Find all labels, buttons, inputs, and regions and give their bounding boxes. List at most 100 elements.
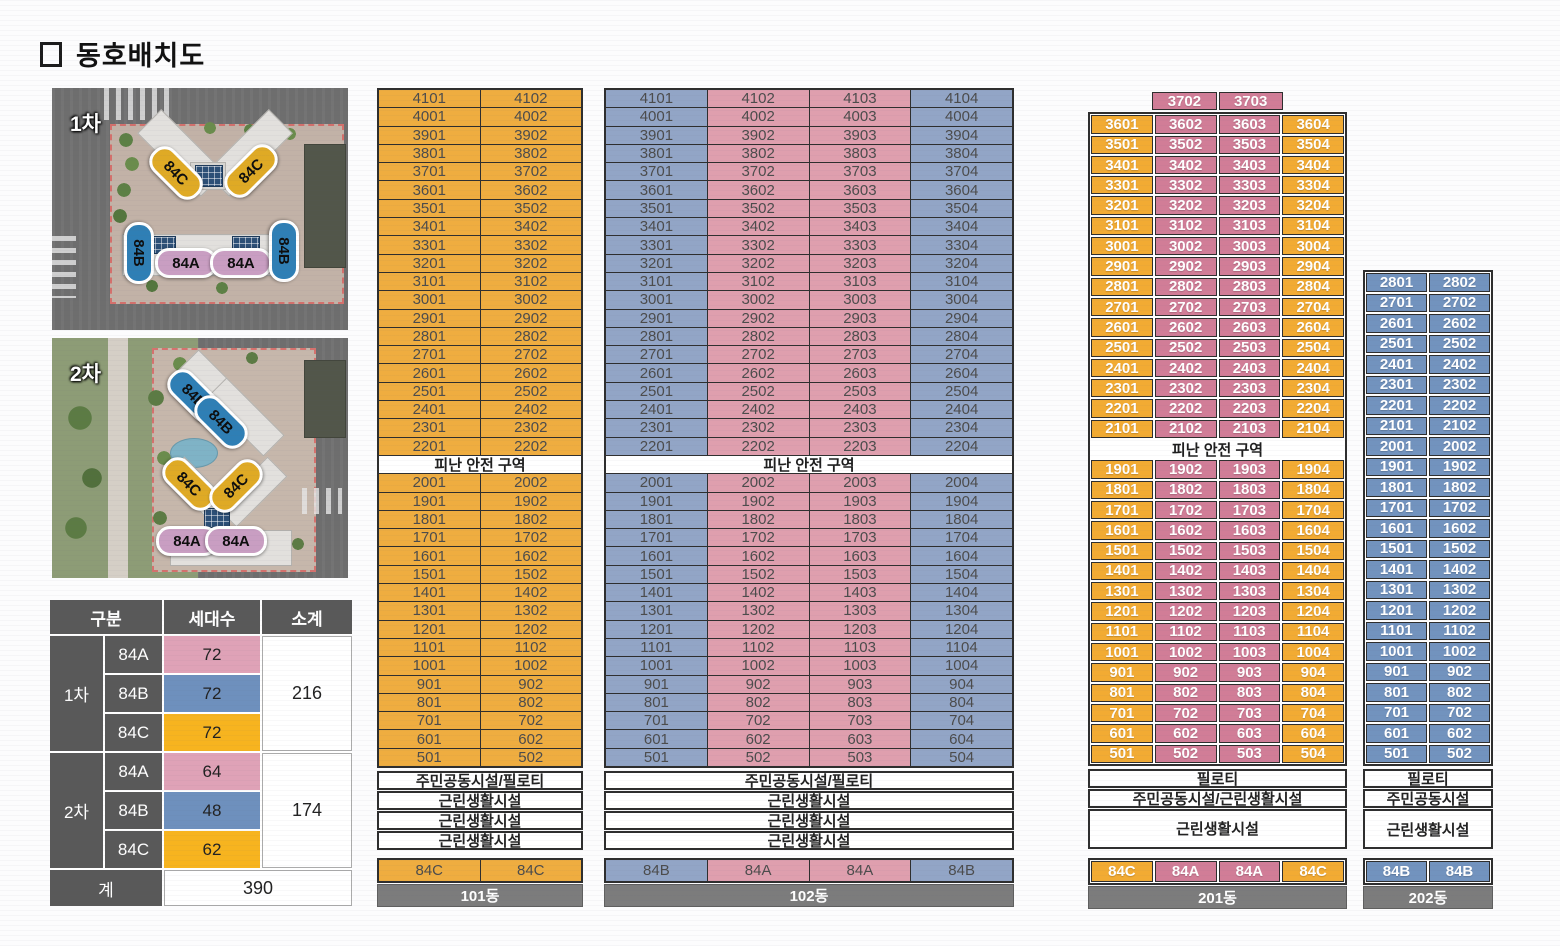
unit-cell: 1804 [911, 510, 1012, 529]
unit-cell: 1203 [809, 620, 911, 638]
unit-cell: 1801 [1091, 480, 1153, 499]
unit-cell: 1101 [1091, 622, 1153, 642]
unit-cell: 3101 [1091, 216, 1153, 236]
floor-row: 3001 3002 3003 3004 [1091, 237, 1344, 256]
unit-cell: 1001 [606, 657, 707, 675]
unit-cell: 803 [809, 693, 911, 712]
unit-cell: 1301 [1091, 582, 1153, 601]
unit-cell: 3104 [911, 272, 1012, 291]
floor-row: 2401 2402 2403 2404 [1091, 358, 1344, 378]
unit-cell: 2502 [1154, 338, 1217, 357]
floor-row: 801 802 803 804 [606, 693, 1012, 712]
unit-cell: 3004 [1282, 237, 1344, 256]
unit-cell: 2003 [809, 474, 911, 492]
unit-cell: 3603 [809, 181, 911, 199]
unit-cell: 1801 [379, 510, 480, 529]
floor-row: 3501 3502 3503 3504 [1091, 135, 1344, 154]
unit-cell: 2201 [1091, 399, 1153, 418]
floor-row: 1701 1702 [379, 529, 581, 547]
unit-cell: 3701 [606, 163, 707, 181]
summary-unit-count: 48 [164, 792, 260, 829]
unit-cell: 1802 [707, 510, 809, 529]
unit-cell: 2304 [1282, 379, 1344, 398]
unit-cell: 701 [1366, 703, 1427, 722]
floor-row: 1401 1402 1403 1404 [1091, 561, 1344, 581]
unit-cell: 702 [480, 712, 581, 730]
unit-cell: 2301 [1366, 375, 1427, 394]
unit-cell: 1204 [1282, 602, 1344, 621]
unit-cell: 3004 [911, 291, 1012, 309]
unit-cell: 2804 [911, 327, 1012, 346]
floor-row: 1501 1502 1503 1504 [1091, 541, 1344, 560]
facility-row: 필로티 [1088, 768, 1347, 788]
unit-cell: 1602 [480, 547, 581, 565]
unit-cell: 3301 [606, 236, 707, 254]
floor-row: 1601 1602 1603 1604 [606, 547, 1012, 565]
facility-row: 근린생활시설 [604, 810, 1014, 830]
unit-cell: 1302 [1154, 582, 1217, 601]
summary-subtotal: 216 [262, 636, 352, 751]
summary-group-name: 2차 [50, 753, 103, 868]
unit-cell: 1703 [1218, 500, 1281, 520]
unit-cell: 4001 [606, 108, 707, 126]
unit-cell: 3601 [379, 181, 480, 199]
unit-cell: 1502 [1429, 539, 1490, 558]
refuge-zone-band: 피난 안전 구역 [379, 455, 581, 474]
unit-summary-table: 구분 세대수 소계 1차 84A 72 84B 72 84C 72 216 2차… [50, 600, 352, 906]
unit-cell: 3902 [480, 126, 581, 144]
unit-cell: 2001 [1366, 437, 1427, 456]
unit-cell: 1103 [809, 638, 911, 657]
floor-row: 1001 1002 [379, 657, 581, 675]
floor-row: 1901 1902 [379, 492, 581, 510]
summary-unit-type: 84A [105, 636, 162, 673]
unit-type-pill: 84A [210, 248, 272, 278]
unit-cell: 2501 [379, 382, 480, 401]
facility-row: 필로티 [1363, 769, 1493, 788]
floor-row: 1801 1802 1803 1804 [606, 510, 1012, 529]
unit-cell: 2702 [707, 346, 809, 364]
unit-cell: 2402 [1154, 358, 1217, 378]
unit-cell: 3702 [480, 163, 581, 181]
unit-cell: 504 [911, 748, 1012, 766]
unit-grid: 4101 4102 4001 4002 3901 3902 3801 3802 3701 3702… [377, 88, 583, 768]
floor-row: 2901 2902 2903 2904 [606, 309, 1012, 327]
unit-cell: 3601 [606, 181, 707, 199]
unit-cell: 2903 [1218, 257, 1281, 276]
unit-cell: 4002 [480, 108, 581, 126]
unit-cell: 3702 [1152, 92, 1217, 111]
floor-row: 3201 3202 3203 3204 [606, 254, 1012, 272]
unit-cell: 3002 [1154, 237, 1217, 256]
unit-cell: 2601 [379, 364, 480, 382]
unit-cell: 3201 [1091, 196, 1153, 215]
building-type-cell: 84A [707, 860, 809, 881]
unit-cell: 3402 [707, 218, 809, 236]
unit-cell: 1001 [1091, 643, 1153, 662]
floor-row: 601 602 603 604 [606, 730, 1012, 748]
unit-cell: 2903 [809, 309, 911, 327]
unit-cell: 904 [1282, 663, 1344, 682]
unit-cell: 2701 [606, 346, 707, 364]
unit-cell: 1604 [1282, 521, 1344, 540]
unit-cell: 1602 [707, 547, 809, 565]
unit-cell: 602 [707, 730, 809, 748]
unit-cell: 1102 [480, 638, 581, 657]
facility-row: 주민공동시설/필로티 [377, 770, 583, 790]
unit-cell: 3304 [911, 236, 1012, 254]
unit-cell: 3301 [1091, 176, 1153, 195]
unit-grid: 2801 2802 2701 2702 2601 2602 2501 2502 2401 2402… [1363, 270, 1493, 766]
facility-row: 근린생활시설 [604, 790, 1014, 810]
summary-unit-count: 62 [164, 831, 260, 868]
unit-cell: 1702 [1154, 500, 1217, 520]
unit-cell: 701 [606, 712, 707, 730]
unit-cell: 2304 [911, 419, 1012, 437]
unit-cell: 3801 [379, 144, 480, 163]
floor-row: 3801 3802 3803 3804 [606, 144, 1012, 163]
unit-cell: 602 [1154, 724, 1217, 743]
unit-cell: 2602 [480, 364, 581, 382]
unit-cell: 2301 [1091, 379, 1153, 398]
unit-cell: 2801 [1091, 277, 1153, 296]
unit-cell: 1101 [379, 638, 480, 657]
summary-total-value: 390 [164, 870, 352, 906]
unit-cell: 1902 [1429, 457, 1490, 476]
unit-cell: 1603 [809, 547, 911, 565]
